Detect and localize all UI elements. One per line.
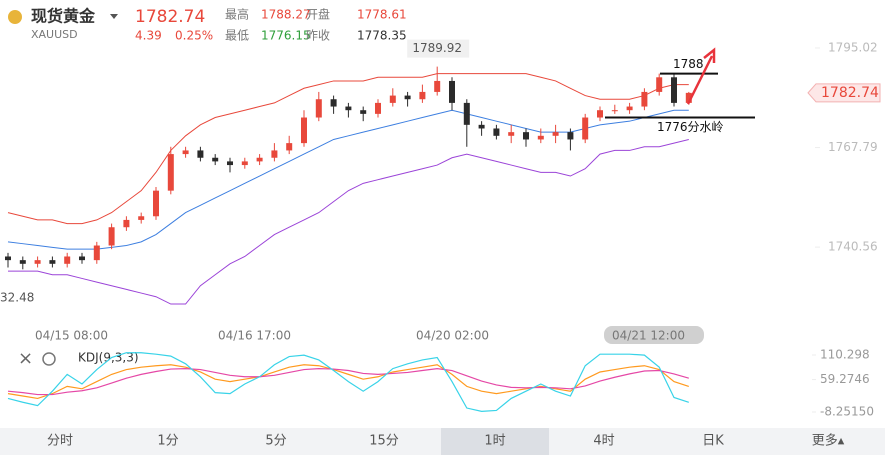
candle-body [597,110,603,118]
candle-body [241,161,248,166]
candle-body [212,157,219,162]
candle-body [167,154,174,191]
candle-body [301,117,307,144]
kdj-line [7,368,689,396]
candle-body [523,132,529,140]
candle-body [685,92,692,103]
tab[interactable]: 15分 [369,434,399,449]
candle-body [611,110,618,112]
candle-body [641,91,648,107]
peak-label-bg [407,39,470,58]
y-tick-label: 110.298 [820,348,870,362]
stat-value: 1776.15 [261,29,311,43]
tab[interactable]: 日K [702,434,724,449]
level-label: 1776分水岭 [657,120,724,134]
stat-label: 最高 [225,7,249,22]
candle-body [330,99,337,107]
band-line [7,73,689,225]
x-tick-label: 04/16 17:00 [218,329,291,343]
y-tick-label: 1767.79 [828,140,878,154]
candle-body [463,102,470,125]
candle-body [508,132,515,136]
candle-body [64,256,71,264]
crosshair-label-bg [604,326,704,344]
stat-label: 昨收 [306,29,330,43]
dropdown-caret[interactable] [110,14,118,19]
candle-body [449,80,455,103]
candle-body [271,150,278,158]
tab[interactable]: 1时 [484,434,505,449]
x-tick-label: 04/15 08:00 [35,329,108,343]
candle-body [182,150,189,155]
candle-body [153,190,159,217]
candle-body [123,219,130,228]
candle-body [389,95,396,103]
arrow [686,47,716,105]
stat-label: 最低 [225,29,249,43]
candle-body [552,132,559,136]
peak-label: 1789.92 [412,41,462,55]
band-line [8,138,689,305]
level-label: 1788 [673,57,704,71]
tab[interactable]: 5分 [265,434,286,449]
candle-body [404,95,411,100]
stat-value: 1778.35 [357,29,407,43]
low-label: 32.48 [0,291,34,305]
change: 4.39 [135,29,162,43]
close-icon[interactable]: × [18,348,33,369]
candle-body [375,102,381,114]
candle-body [227,161,233,166]
candle-body [256,157,263,162]
candle-body [93,245,100,261]
candle-body [656,77,663,92]
y-tick-label: -8.25150 [820,404,874,418]
tab[interactable]: 4时 [593,434,614,449]
tab[interactable]: 更多▴ [812,433,845,449]
candle-body [626,106,633,111]
candle-body [108,227,115,246]
tab[interactable]: 分时 [47,434,73,449]
price: 1782.74 [135,7,205,27]
instrument-name[interactable]: 现货黄金 [31,7,96,26]
stat-value: 1788.27 [261,8,311,22]
price-tag-label: 1782.74 [821,85,879,101]
active-tab [441,428,549,455]
stat-value: 1778.61 [357,8,407,22]
gold-icon [8,10,22,24]
candle-body [315,99,322,118]
candle-body [286,143,293,151]
candle-body [567,132,574,140]
candle-body [671,77,677,103]
candle-body [19,260,26,264]
candle-body [537,135,544,140]
y-tick-label: 59.2746 [820,372,870,386]
candle-body [345,106,352,111]
y-tick-label: 1795.02 [828,40,878,54]
candle-body [419,91,426,100]
x-tick-label: 04/21 12:00 [612,329,685,343]
change-pct: 0.25% [175,29,213,43]
candle-body [493,128,500,136]
candle-body [478,124,485,129]
candle-body [582,117,589,140]
candle-body [360,110,367,114]
candle-body [5,256,11,261]
kdj-line [7,352,689,412]
tab[interactable]: 1分 [157,434,178,449]
candle-body [49,260,56,264]
price-tag [807,83,881,103]
candle-body [34,260,41,264]
settings-icon[interactable] [42,352,56,366]
candle-body [197,150,204,158]
x-tick-label: 04/20 02:00 [416,329,489,343]
stat-label: 开盘 [306,7,330,22]
y-tick-label: 1740.56 [828,240,878,254]
band-line [7,109,689,250]
candle-body [138,216,145,220]
candle-body [434,80,441,92]
candle-body [79,256,85,261]
symbol: XAUUSD [31,28,78,41]
